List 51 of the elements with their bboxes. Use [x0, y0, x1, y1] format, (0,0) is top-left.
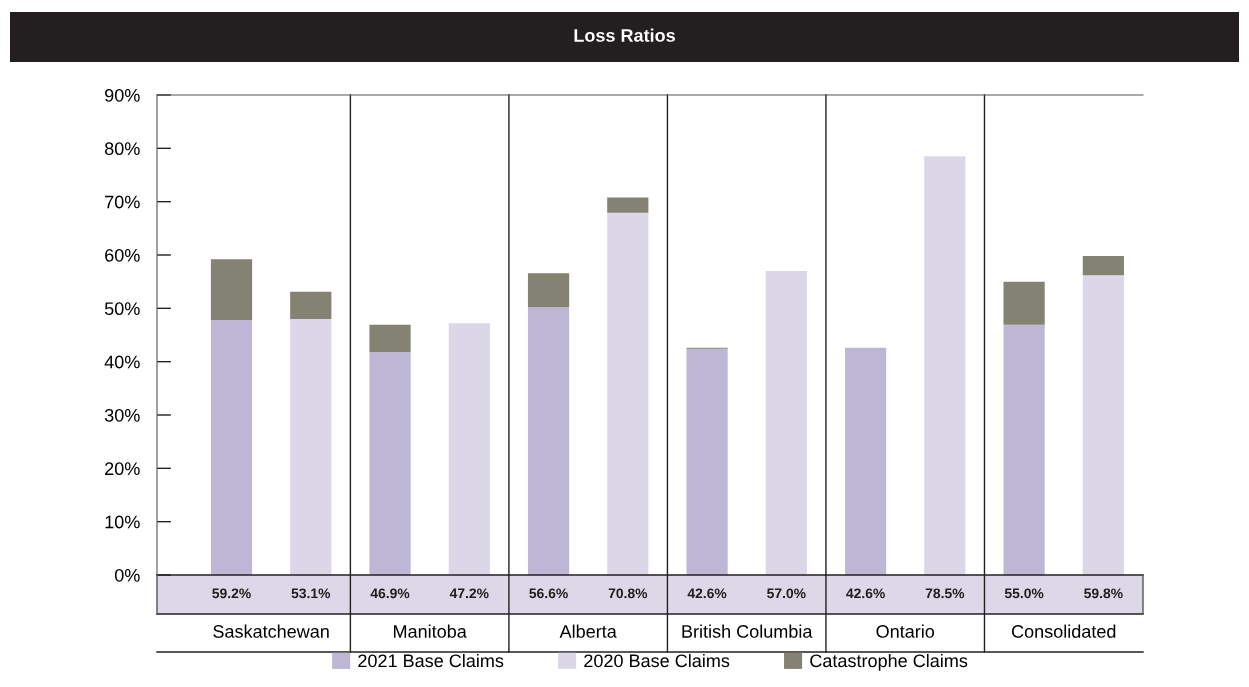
x-tick-label: Ontario — [876, 624, 935, 638]
total-label: 70.8% — [608, 588, 648, 599]
total-label: 42.6% — [846, 588, 885, 599]
y-tick-label: 10% — [105, 515, 140, 529]
bar — [607, 197, 649, 213]
total-label: 56.6% — [529, 588, 568, 599]
legend-label: 2020 Base Claims — [584, 653, 730, 668]
x-tick-label: British Columbia — [682, 624, 813, 638]
bar — [448, 323, 490, 575]
y-tick-label: 40% — [104, 355, 140, 369]
bar — [369, 352, 411, 575]
y-tick-label: 20% — [105, 462, 140, 476]
bar — [924, 156, 966, 575]
legend-label: Catastrophe Claims — [810, 653, 968, 671]
bar — [1003, 324, 1045, 575]
bar — [210, 320, 253, 575]
bar — [765, 271, 807, 575]
y-tick-label: 70% — [105, 195, 140, 209]
legend-label: 2021 Base Claims — [358, 653, 504, 668]
bar — [844, 347, 887, 575]
total-label: 59.2% — [212, 588, 251, 599]
y-tick-label: 50% — [104, 302, 140, 316]
bar — [1082, 275, 1124, 575]
total-label: 46.9% — [370, 588, 410, 599]
total-label: 57.0% — [767, 588, 806, 599]
bar — [290, 319, 332, 575]
bar — [1082, 256, 1124, 276]
total-label: 53.1% — [291, 588, 331, 599]
bar — [527, 273, 570, 308]
total-label: 55.0% — [1004, 588, 1044, 599]
y-tick-label: 30% — [104, 408, 140, 422]
x-tick-label: Consolidated — [1011, 624, 1116, 638]
bar — [210, 259, 253, 321]
bar — [527, 307, 570, 575]
y-tick-label: 0% — [114, 568, 140, 582]
y-tick-label: 80% — [104, 142, 140, 156]
bar — [607, 212, 649, 575]
bar — [369, 324, 411, 353]
total-label: 42.6% — [687, 588, 727, 599]
y-tick-label: 60% — [105, 248, 140, 262]
chart-title: Loss Ratios — [574, 28, 675, 42]
x-tick-label: Manitoba — [394, 624, 467, 638]
bar — [686, 348, 728, 575]
total-label: 47.2% — [449, 588, 489, 599]
total-label: 59.8% — [1084, 588, 1123, 599]
y-tick-label: 90% — [105, 88, 140, 102]
x-tick-label: Saskatchewan — [213, 624, 329, 638]
bar — [1003, 281, 1045, 325]
x-tick-label: Alberta — [559, 624, 617, 638]
bar — [290, 291, 332, 319]
total-label: 78.5% — [925, 588, 965, 599]
